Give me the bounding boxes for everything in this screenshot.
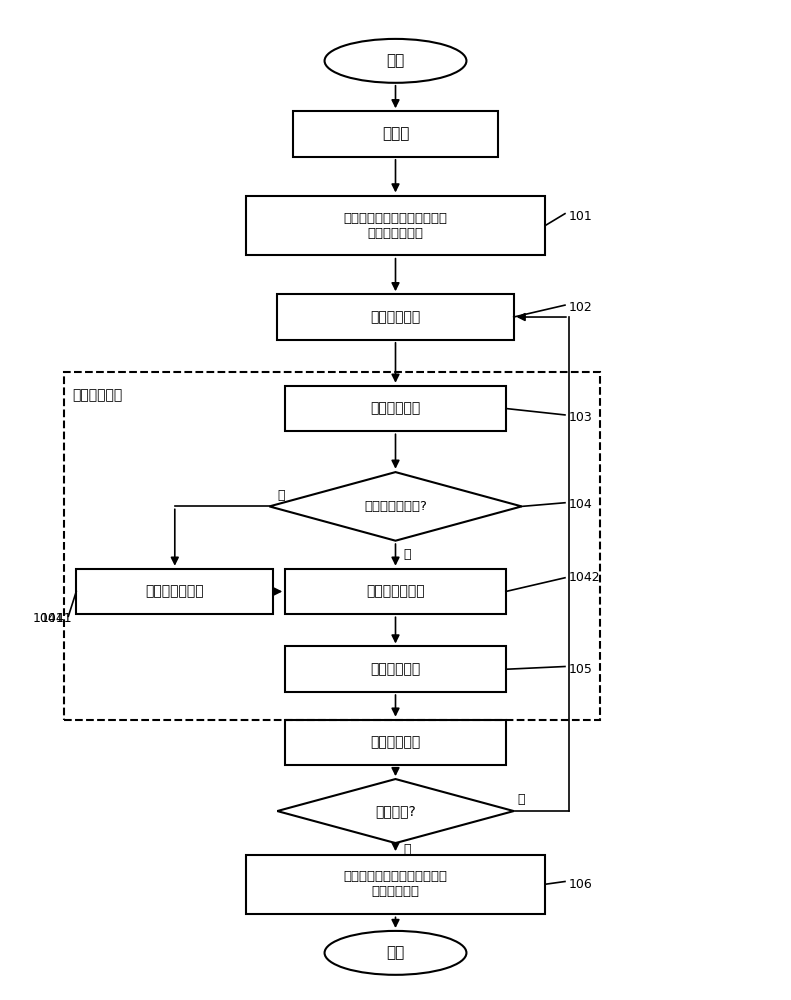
- Text: 106: 106: [569, 878, 592, 891]
- Text: 102: 102: [569, 301, 592, 314]
- Text: 101: 101: [569, 210, 592, 223]
- Text: 自适应条件判断?: 自适应条件判断?: [364, 500, 427, 513]
- Text: 初始化: 初始化: [382, 127, 409, 142]
- Text: 油压信号转换: 油压信号转换: [370, 402, 421, 416]
- Text: 系统功能运算: 系统功能运算: [370, 735, 421, 749]
- Text: 漂移值查表计算: 漂移值查表计算: [366, 584, 425, 598]
- Text: 103: 103: [569, 411, 592, 424]
- Text: 运行结束?: 运行结束?: [375, 804, 416, 818]
- Text: 1042: 1042: [569, 571, 600, 584]
- Text: 结束: 结束: [386, 945, 405, 960]
- Text: 是: 是: [403, 843, 411, 856]
- Text: 104: 104: [569, 498, 592, 511]
- Text: 105: 105: [569, 663, 592, 676]
- Text: 是: 是: [278, 489, 285, 502]
- Text: 1041: 1041: [33, 612, 65, 625]
- Text: 算法用数据表写入电可擦可编
程只读存储器: 算法用数据表写入电可擦可编 程只读存储器: [343, 870, 448, 898]
- Text: 否: 否: [403, 548, 411, 561]
- Text: 从电可擦可编程只读存储器读
出算法用数据表: 从电可擦可编程只读存储器读 出算法用数据表: [343, 212, 448, 240]
- Text: 油压信号修正: 油压信号修正: [370, 662, 421, 676]
- Text: 油压信号修正: 油压信号修正: [72, 388, 123, 402]
- Text: 1041: 1041: [41, 612, 73, 625]
- Text: 开始: 开始: [386, 53, 405, 68]
- Text: 否: 否: [518, 793, 525, 806]
- Text: 采集所需信号: 采集所需信号: [370, 310, 421, 324]
- Text: 自适应算法运行: 自适应算法运行: [146, 584, 204, 598]
